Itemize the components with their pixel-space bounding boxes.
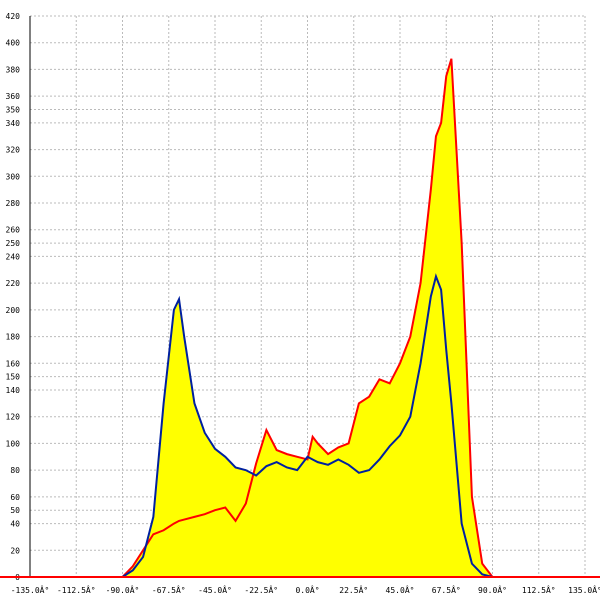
x-tick-label: -45.0Â°	[198, 584, 232, 595]
y-tick-label: 120	[6, 413, 21, 422]
y-tick-label: 50	[10, 506, 20, 515]
y-tick-label: 360	[6, 92, 21, 101]
y-tick-label: 160	[6, 359, 21, 368]
y-tick-label: 20	[10, 546, 20, 555]
x-tick-label: 67.5Â°	[432, 584, 461, 595]
x-tick-label: -90.0Â°	[106, 584, 140, 595]
x-tick-label: 90.0Â°	[478, 584, 507, 595]
y-tick-label: 220	[6, 279, 21, 288]
x-tick-label: -22.5Â°	[244, 584, 278, 595]
area	[122, 276, 493, 577]
y-tick-label: 80	[10, 466, 20, 475]
y-tick-label: 420	[6, 12, 21, 21]
y-tick-label: 380	[6, 65, 21, 74]
x-tick-label: 45.0Â°	[386, 584, 415, 595]
y-tick-label: 250	[6, 239, 21, 248]
x-tick-label: 22.5Â°	[339, 584, 368, 595]
x-tick-label: 112.5Â°	[522, 584, 556, 595]
y-tick-label: 260	[6, 226, 21, 235]
y-tick-label: 350	[6, 106, 21, 115]
x-tick-label: -135.0Â°	[11, 584, 50, 595]
x-tick-label: -67.5Â°	[152, 584, 186, 595]
y-tick-label: 60	[10, 493, 20, 502]
x-tick-label: 135.0Â°	[568, 584, 600, 595]
y-tick-label: 100	[6, 439, 21, 448]
y-tick-label: 150	[6, 373, 21, 382]
x-tick-label: 0.0Â°	[295, 584, 319, 595]
y-tick-label: 200	[6, 306, 21, 315]
y-tick-label: 340	[6, 119, 21, 128]
y-tick-label: 40	[10, 520, 20, 529]
x-tick-label: -112.5Â°	[57, 584, 96, 595]
y-tick-label: 320	[6, 146, 21, 155]
line	[121, 273, 493, 578]
y-tick-label: 180	[6, 333, 21, 342]
y-tick-label: 280	[6, 199, 21, 208]
y-tick-label: 240	[6, 252, 21, 261]
line	[121, 58, 494, 578]
y-tick-label: 140	[6, 386, 21, 395]
y-tick-label: 300	[6, 172, 21, 181]
y-tick-label: 400	[6, 39, 21, 48]
